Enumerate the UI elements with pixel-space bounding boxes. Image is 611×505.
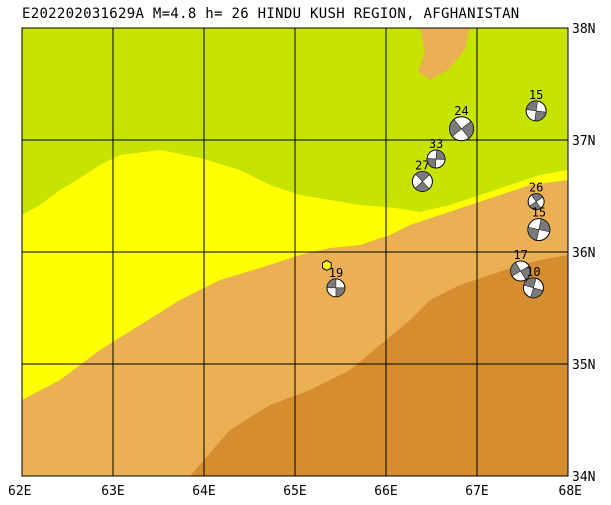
- map-title: E20220203162​9A M=4.8 h= 26 HINDU KUSH R…: [22, 6, 520, 22]
- depth-label: 19: [329, 266, 343, 280]
- beachball-compressional-quadrant: [426, 149, 446, 169]
- beachball-mechanism: 19: [326, 266, 346, 298]
- beachball-mechanism: 10: [522, 265, 544, 299]
- longitude-labels: 62E 63E 64E 65E 66E 67E 68E: [8, 484, 582, 499]
- longitude-label: 67E: [465, 484, 488, 499]
- beachball-compressional-quadrant: [449, 119, 474, 139]
- depth-label: 26: [529, 181, 543, 195]
- beachball-compressional-quadrant: [527, 218, 551, 241]
- map-frame: [21, 27, 569, 477]
- longitude-label: 64E: [192, 484, 215, 499]
- depth-label: 24: [454, 104, 468, 118]
- beachball-mechanism: 27: [411, 158, 433, 192]
- beachball-mechanism: 15: [527, 206, 551, 242]
- longitude-label: 66E: [374, 484, 397, 499]
- beachball-compressional-quadrant: [414, 171, 431, 192]
- beachball-compressional-quadrant: [525, 100, 547, 122]
- depth-label: 17: [513, 248, 527, 262]
- depth-label: 10: [526, 265, 540, 279]
- northern-orange-ridge: [418, 28, 470, 80]
- beachball-mechanism: 15: [525, 88, 547, 122]
- latitude-label: 36N: [572, 246, 595, 261]
- depth-label: 15: [529, 88, 543, 102]
- beachball-compressional-quadrant: [529, 193, 544, 210]
- depth-label: 27: [415, 158, 429, 172]
- latitude-labels: 34N 35N 36N 37N 38N: [572, 22, 595, 485]
- longitude-label: 68E: [559, 484, 582, 499]
- latitude-label: 38N: [572, 22, 595, 37]
- depth-label: 15: [532, 206, 546, 220]
- beachball-mechanism: 24: [449, 104, 475, 142]
- beachball-compressional-quadrant: [510, 262, 531, 280]
- beachball-compressional-quadrant: [326, 278, 346, 298]
- beachball-compressional-quadrant: [523, 277, 544, 299]
- latitude-label: 35N: [572, 358, 595, 373]
- beachball-mechanism: 17: [510, 248, 532, 282]
- beachball-mechanism: 33: [426, 137, 446, 169]
- beachball-mechanism: 26: [527, 181, 545, 211]
- longitude-label: 65E: [283, 484, 306, 499]
- latitude-label: 37N: [572, 134, 595, 149]
- lat-lon-grid: [22, 28, 568, 476]
- longitude-label: 63E: [101, 484, 124, 499]
- epicenter-marker: [322, 259, 332, 271]
- mountain-brown-region: [190, 255, 568, 476]
- longitude-label: 62E: [8, 484, 31, 499]
- latitude-label: 34N: [572, 470, 595, 485]
- depth-label: 33: [429, 137, 443, 151]
